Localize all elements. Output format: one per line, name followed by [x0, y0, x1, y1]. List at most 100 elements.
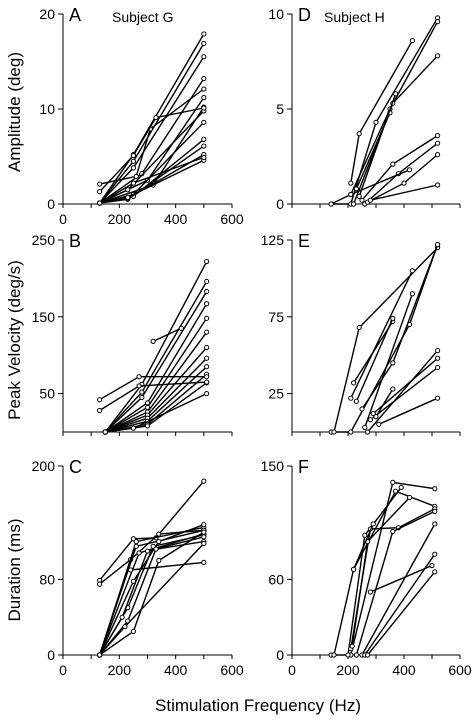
panel-e-data-point	[409, 291, 415, 297]
panel-b-data-point	[178, 325, 184, 331]
panel-e-series-11-line	[378, 397, 438, 425]
panel-e-data-point	[376, 421, 382, 427]
panel-a-data-point	[201, 143, 207, 149]
panel-a-data-point	[130, 180, 137, 186]
panel-c-data-point	[133, 543, 139, 549]
panel-b-y-tick-label: 250	[32, 232, 56, 248]
panel-a-x-tick-label: 600	[220, 211, 244, 227]
panel-b-data-point	[204, 344, 210, 351]
panel-b-data-point	[204, 391, 210, 397]
panel-b-y-tick-label: 150	[32, 309, 56, 325]
panel-d-letter: D	[298, 5, 311, 25]
panel-d-data-point	[435, 133, 441, 139]
panel-e-y-tick-label: 75	[268, 309, 284, 325]
panel-d-data-point	[435, 182, 441, 188]
panel-c-x-tick-label: 600	[220, 662, 244, 678]
panel-d-data-point	[351, 201, 357, 207]
panel-f-data-point	[432, 508, 438, 514]
panel-f-series-3-line	[347, 486, 402, 656]
panel-a-data-point	[125, 187, 131, 193]
subject-g-label: Subject G	[112, 9, 173, 25]
panel-d-data-point	[409, 38, 415, 44]
panel-a-data-point	[133, 173, 139, 180]
panel-b-data-point	[204, 379, 210, 385]
panel-b-data-point	[136, 383, 142, 389]
panel-e-data-point	[390, 315, 396, 321]
panel-d-data-point	[373, 119, 379, 125]
subject-h-label: Subject H	[324, 9, 385, 25]
panel-c-series-11-line	[99, 531, 205, 656]
panel-f-data-point	[398, 484, 404, 491]
panel-a-data-point	[97, 200, 103, 206]
panel-e-data-point	[353, 398, 359, 404]
panel-b-data-point	[97, 397, 103, 403]
panel-c-series-6-line	[98, 523, 205, 656]
panel-b-data-point	[204, 329, 210, 335]
panel-c-data-point	[201, 540, 207, 547]
panel-d-data-point	[407, 167, 413, 173]
panel-a-data-point	[201, 95, 207, 101]
panel-b-data-point	[102, 429, 108, 435]
panel-f-data-point	[390, 479, 396, 485]
panel-f-series-10-line	[370, 564, 433, 593]
panel-e-series-8-line	[367, 350, 439, 433]
panel-d-y-tick-label: 10	[268, 6, 284, 22]
y-axis-title-duration: Duration (ms)	[5, 519, 24, 622]
panel-a-x-tick-label: 400	[164, 211, 188, 227]
y-axis-title-peak-velocity: Peak Velocity (deg/s)	[5, 260, 24, 420]
panel-e-series-3-line	[350, 270, 414, 399]
panel-e-series-1-line	[331, 244, 439, 433]
panel-c-data-point	[133, 539, 139, 545]
panel-c-data-point	[201, 521, 207, 528]
panel-a-data-point	[130, 158, 137, 164]
panel-d-data-point	[353, 186, 359, 192]
panel-a-data-point	[97, 181, 103, 187]
panel-d-data-point	[435, 19, 441, 25]
panel-e-data-point	[373, 414, 379, 420]
panel-e-data-point	[435, 242, 441, 248]
panel-f-y-tick-label: 60	[268, 571, 284, 587]
panel-c-data-point	[201, 559, 207, 565]
panel-e-data-point	[409, 268, 415, 274]
panel-a-data-point	[201, 54, 207, 60]
panel-e-series-12-line	[375, 388, 394, 417]
panel-b-data-point	[130, 425, 137, 431]
panel-b-data-point	[204, 258, 210, 265]
panel-f-data-point	[370, 521, 376, 527]
panel-c-series-1-line	[99, 480, 205, 581]
panel-e-data-point	[367, 417, 373, 423]
panel-d-data-point	[435, 152, 441, 158]
panel-f-data-point	[331, 652, 337, 658]
panel-f-x-tick-label: 400	[392, 662, 416, 678]
panel-e-series-7-line	[364, 293, 414, 428]
panel-c-data-point	[119, 614, 125, 620]
panel-d-series-10-line	[370, 184, 438, 201]
panel-e-data-point	[348, 395, 354, 401]
panel-d-y-tick-label: 0	[276, 196, 284, 212]
panel-f-y-tick-label: 150	[261, 458, 285, 474]
panel-a-data-point	[130, 152, 137, 159]
panel-a-data-point	[201, 31, 207, 37]
panel-f-data-point	[432, 521, 438, 527]
panel-b-data-point	[139, 389, 145, 395]
panel-c-data-point	[130, 628, 137, 634]
panel-c-data-point	[153, 546, 159, 552]
panel-b-data-point	[204, 315, 210, 321]
panel-f-y-tick-label: 0	[276, 647, 284, 663]
panel-e-series-9-line	[369, 366, 439, 421]
panel-e-data-point	[356, 324, 362, 331]
panel-f-data-point	[349, 643, 355, 649]
panel-c-data-point	[201, 529, 207, 535]
panel-d-series-11-line	[350, 169, 410, 196]
panel-f-data-point	[351, 566, 357, 572]
panel-c-data-point	[128, 567, 134, 573]
panel-b-data-point	[97, 407, 103, 414]
panel-f-data-point	[345, 652, 351, 658]
panel-e-data-point	[348, 429, 354, 435]
panel-e-data-point	[362, 424, 368, 430]
panel-f-series-1-line	[331, 481, 435, 656]
panel-c-data-point	[156, 539, 162, 545]
panel-c-data-point	[201, 534, 207, 540]
panel-a-y-tick-label: 20	[39, 6, 55, 22]
